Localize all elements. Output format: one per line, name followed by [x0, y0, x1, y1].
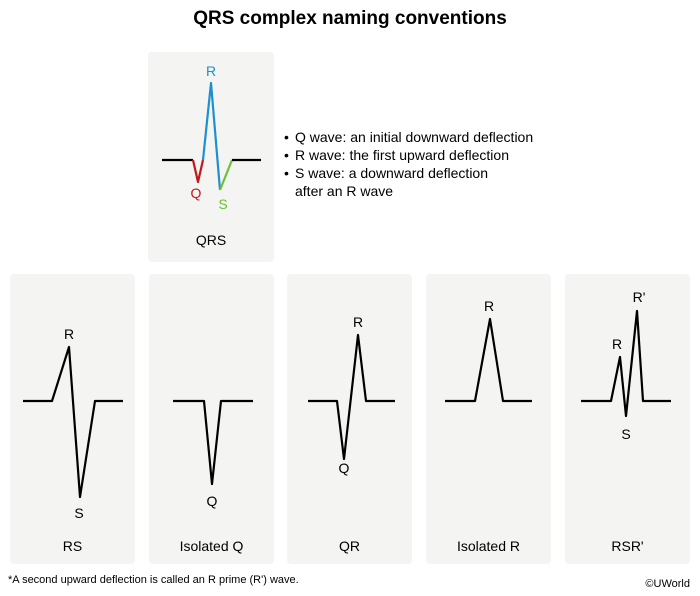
isolated-r-label: Isolated R: [456, 538, 521, 554]
example-card-isolated-q: Q Isolated Q: [149, 274, 274, 564]
definition-q: Q wave: an initial downward deflection: [284, 128, 533, 146]
isolated-q-q-label: Q: [207, 493, 218, 509]
example-card-isolated-r: R Isolated R: [426, 274, 551, 564]
qr-q-label: Q: [339, 460, 350, 476]
rsr-prime-rprime-label: R': [633, 289, 646, 305]
rs-s-label: S: [74, 505, 83, 521]
footnote: *A second upward deflection is called an…: [8, 574, 299, 586]
isolated-r-waveform: [445, 317, 532, 403]
qr-label: QR: [339, 538, 360, 554]
rs-diagram: R S: [23, 326, 123, 521]
example-card-rs: R S RS: [10, 274, 135, 564]
rs-r-label: R: [64, 326, 74, 342]
qrs-main-diagram: R Q S: [162, 63, 261, 212]
copyright: ©UWorld: [645, 578, 690, 590]
q-wave-segment: [191, 159, 205, 184]
qr-waveform: [308, 333, 395, 461]
rsr-prime-waveform: [581, 309, 671, 418]
r-wave-label: R: [206, 63, 216, 79]
definitions-list: Q wave: an initial downward deflection R…: [284, 128, 533, 200]
s-wave-segment: [218, 159, 234, 191]
isolated-q-label: Isolated Q: [179, 538, 244, 554]
qr-diagram: R Q: [308, 314, 395, 476]
qr-r-label: R: [353, 314, 363, 330]
r-wave-segment: [201, 81, 222, 191]
isolated-q-diagram: Q: [173, 399, 253, 509]
s-wave-label: S: [218, 196, 227, 212]
isolated-q-waveform: [173, 399, 253, 486]
page-title: QRS complex naming conventions: [193, 8, 507, 29]
rs-label: RS: [62, 538, 83, 554]
rsr-prime-r-label: R: [612, 336, 622, 352]
isolated-r-r-label: R: [484, 298, 494, 314]
example-card-qr: R Q QR: [287, 274, 412, 564]
rs-waveform: [23, 345, 123, 499]
rsr-prime-label: RSR': [611, 538, 644, 554]
example-card-rsr-prime: R' R S RSR': [565, 274, 690, 564]
rsr-prime-s-label: S: [621, 426, 630, 442]
qrs-main-card: R Q S QRS: [148, 52, 274, 262]
rsr-prime-diagram: R' R S: [581, 289, 671, 442]
isolated-r-diagram: R: [445, 298, 532, 403]
q-wave-label: Q: [191, 185, 202, 201]
qrs-main-label: QRS: [195, 232, 227, 248]
definition-r: R wave: the first upward deflection: [284, 146, 533, 164]
